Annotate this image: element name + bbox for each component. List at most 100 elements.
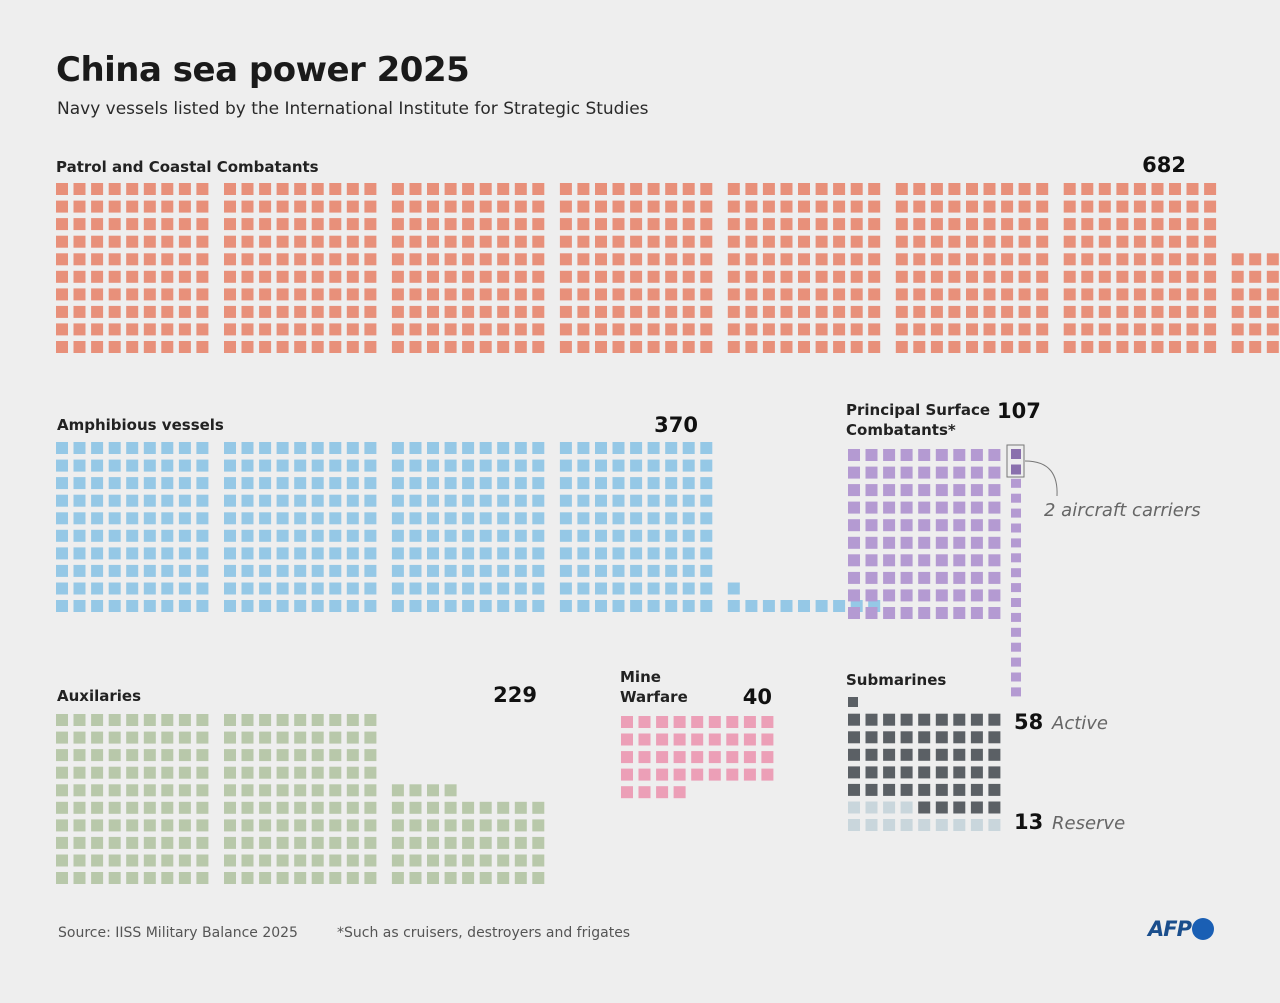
amphibious-vessel-square [577,512,590,525]
patrol-vessel-square [409,183,422,195]
patrol-vessel-square [294,270,307,283]
principal-combatant-square [988,501,1001,514]
amphibious-vessel-square [647,600,660,612]
patrol-vessel-square [241,235,254,248]
patrol-vessel-square [224,305,236,318]
principal-combatant-square [918,554,931,567]
amphibious-vessel-square [665,582,678,595]
submarine-active-square [883,713,896,726]
auxiliary-vessel-square [196,714,209,726]
amphibious-vessel-square [479,459,492,472]
patrol-vessel-square [1036,253,1049,266]
patrol-vessel-square [346,305,359,318]
patrol-vessel-square [56,200,68,213]
patrol-vessel-square [241,305,254,318]
auxiliary-vessel-square [178,854,191,867]
submarine-active-square [900,783,913,796]
patrol-vessel-square [1169,305,1181,318]
amphibious-vessel-square [196,582,209,595]
auxiliary-vessel-square [497,801,510,814]
patrol-vessel-square [143,218,156,231]
patrol-vessel-square [665,183,678,195]
amphibious-vessel-square [241,564,254,577]
amphibious-vessel-square [700,477,713,490]
amphibious-vessel-square [196,600,209,612]
amphibious-vessel-square [665,547,678,560]
amphibious-vessel-square [559,582,572,595]
submarine-reserve-square [865,819,878,831]
patrol-vessel-square [444,270,457,283]
patrol-vessel-square [983,305,996,318]
amphibious-vessel-square [311,512,324,525]
mine-warfare-square [621,733,633,746]
patrol-vessel-square [108,218,121,231]
patrol-vessel-square [161,253,174,266]
patrol-vessel-square [178,200,191,213]
patrol-vessel-square [595,235,607,248]
amphibious-vessel-square [630,600,643,612]
auxiliary-vessel-square [224,731,236,744]
patrol-vessel-square [1204,235,1217,248]
patrol-vessel-square [427,288,439,301]
patrol-vessel-square [126,200,139,213]
amphibious-vessel-square [178,477,191,490]
amphibious-vessel-square [364,442,377,454]
amphibious-vessel-square [427,600,439,612]
amphibious-vessel-square [161,512,174,525]
patrol-vessel-square [595,288,607,301]
patrol-vessel-square [409,305,422,318]
patrol-vessel-square [762,270,775,283]
patrol-vessel-square [1266,288,1279,301]
patrol-vessel-square [665,323,678,336]
patrol-vessel-square [1018,270,1031,283]
auxiliary-vessel-square [497,872,510,884]
auxiliary-vessel-square [143,766,156,779]
patrol-vessel-square [1169,270,1181,283]
mine-warfare-square [691,751,704,764]
patrol-vessel-square [479,253,492,266]
patrol-vessel-square [1036,200,1049,213]
patrol-vessel-square [294,341,307,353]
patrol-vessel-square [983,288,996,301]
amphibious-vessel-square [311,459,324,472]
patrol-vessel-square [514,305,527,318]
principal-combatant-square [848,607,860,619]
patrol-vessel-square [497,235,510,248]
amphibious-vessel-square [444,494,457,507]
principal-combatant-square [935,589,948,602]
auxiliary-vessel-square [391,872,404,884]
patrol-vessel-square [630,235,643,248]
auxiliary-vessel-square [514,819,527,832]
patrol-vessel-square [1018,218,1031,231]
patrol-vessel-square [91,235,104,248]
amphibious-vessel-square [241,582,254,595]
patrol-vessel-square [196,323,209,336]
principal-combatant-square [900,484,913,497]
patrol-vessel-square [780,288,793,301]
patrol-vessel-square [1081,323,1094,336]
principal-combatant-square [935,466,948,479]
patrol-vessel-square [346,253,359,266]
patrol-vessel-square [913,218,926,231]
auxiliary-vessel-square [514,872,527,884]
patrol-vessel-square [682,288,695,301]
patrol-vessel-square [1081,183,1094,195]
amphibious-vessel-square [224,529,236,542]
patrol-vessel-square [930,235,943,248]
patrol-vessel-square [444,341,457,353]
submarine-reserve-square [918,819,931,831]
patrol-vessel-square [1151,341,1164,353]
patrol-vessel-square [391,183,404,195]
aircraft-carrier-square [1011,464,1021,475]
patrol-vessel-square [294,200,307,213]
amphibious-vessel-square [329,494,342,507]
amphibious-vessel-square [259,600,272,612]
submarine-active-square [865,731,878,744]
principal-combatant-square [988,449,1001,461]
amphibious-vessel-square [329,442,342,454]
auxiliary-vessel-square [161,731,174,744]
patrol-vessel-square [948,200,961,213]
patrol-vessel-square [364,323,377,336]
auxiliary-vessel-square [532,836,545,849]
patrol-vessel-square [665,341,678,353]
